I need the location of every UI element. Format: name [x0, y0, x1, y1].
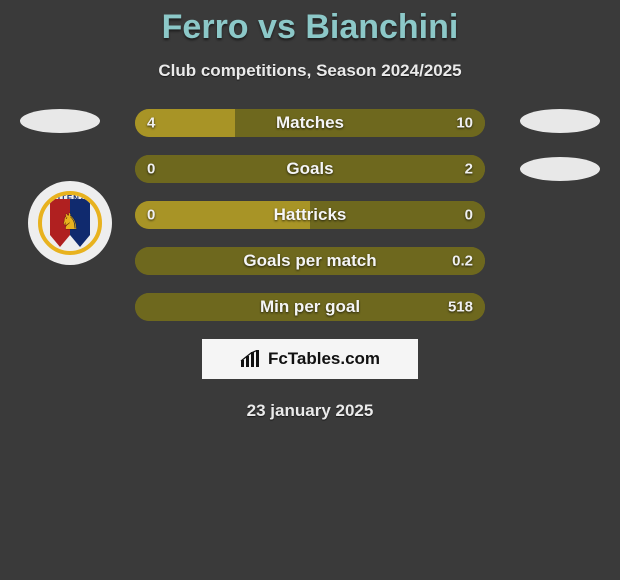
player1-badge-1	[20, 109, 100, 133]
stat-fill-right	[235, 109, 485, 137]
player2-badge-2	[520, 157, 600, 181]
comparison-bars: 410Matches02Goals00Hattricks0.2Goals per…	[135, 109, 485, 321]
crest-lion-icon: ♞	[60, 209, 80, 235]
stat-value-right: 0	[465, 207, 473, 224]
stat-fill-right	[135, 247, 485, 275]
stat-value-left: 0	[147, 207, 155, 224]
stat-value-right: 0.2	[452, 253, 473, 270]
stat-row: 410Matches	[135, 109, 485, 137]
stat-value-left: 4	[147, 115, 155, 132]
stat-row: 02Goals	[135, 155, 485, 183]
subtitle: Club competitions, Season 2024/2025	[0, 61, 620, 81]
footer-date: 23 january 2025	[0, 401, 620, 421]
stat-fill-left	[135, 201, 310, 229]
crest-shield: ♞	[50, 199, 90, 247]
stat-row: 00Hattricks	[135, 201, 485, 229]
stat-fill-right	[135, 155, 485, 183]
player1-crest: POTENZA SC ♞	[28, 181, 112, 265]
brand-text: FcTables.com	[268, 349, 380, 369]
stat-fill-right	[135, 293, 485, 321]
crest-ring: POTENZA SC ♞	[38, 191, 102, 255]
stat-value-right: 518	[448, 299, 473, 316]
stat-row: 518Min per goal	[135, 293, 485, 321]
player2-badge-1	[520, 109, 600, 133]
brand-box[interactable]: FcTables.com	[202, 339, 418, 379]
page-title: Ferro vs Bianchini	[0, 0, 620, 47]
stat-fill-right	[310, 201, 485, 229]
stat-row: 0.2Goals per match	[135, 247, 485, 275]
stat-value-left: 0	[147, 161, 155, 178]
bars-icon	[240, 350, 262, 368]
title-player2: Bianchini	[305, 8, 458, 46]
stat-value-right: 10	[456, 115, 473, 132]
title-vs: vs	[258, 8, 296, 46]
stat-value-right: 2	[465, 161, 473, 178]
comparison-content: POTENZA SC ♞ 410Matches02Goals00Hattrick…	[0, 109, 620, 321]
title-player1: Ferro	[162, 8, 249, 46]
